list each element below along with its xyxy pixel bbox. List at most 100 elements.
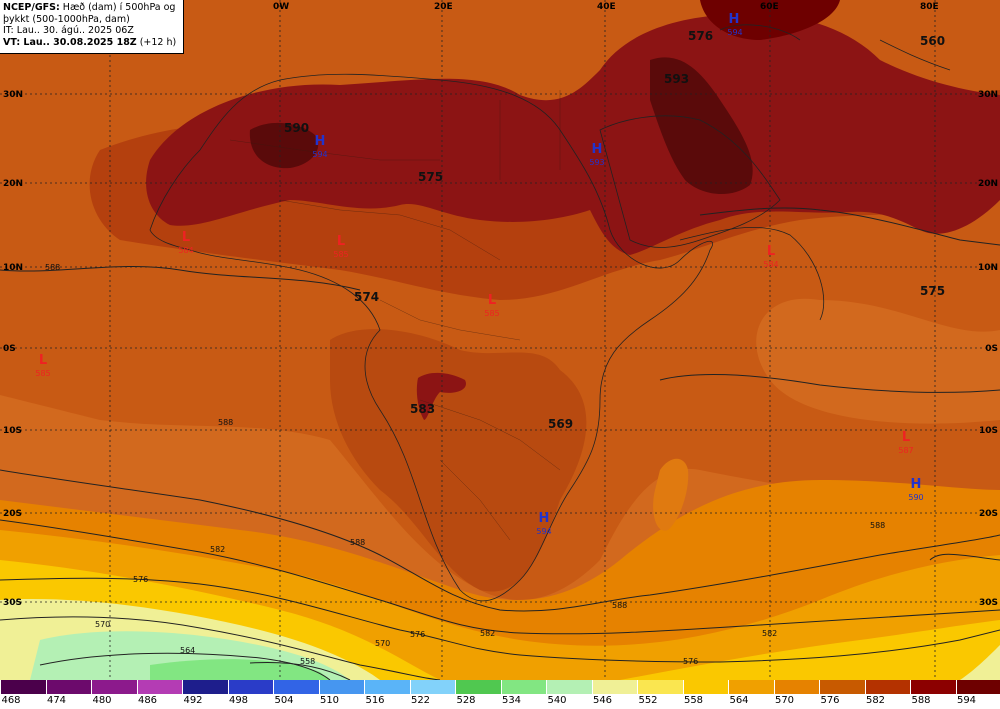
field-core-arabia (650, 57, 753, 195)
height-label: 569 (548, 417, 573, 431)
lat-label: 30N (3, 90, 23, 100)
legend-swatch (955, 680, 1000, 694)
legend-label: 504 (274, 695, 294, 706)
lon-label: 0W (273, 2, 289, 12)
contour-label: 588 (350, 538, 365, 547)
center-letter: L (337, 234, 345, 249)
lon-label: 40E (597, 2, 616, 12)
legend-swatch (591, 680, 637, 694)
center-letter: H (911, 477, 922, 492)
legend-label: 528 (456, 695, 476, 706)
lat-labels-left: 30N 20N 10N 0S 10S 20S 30S (3, 90, 23, 608)
contour-label: 576 (683, 657, 698, 666)
legend-swatch (500, 680, 546, 694)
low-center: L 585 (484, 293, 499, 318)
legend-swatch (819, 680, 865, 694)
legend-label: 534 (501, 695, 522, 706)
legend-swatch (637, 680, 683, 694)
center-letter: L (767, 244, 775, 259)
lat-label: 20N (978, 179, 998, 189)
low-center: L 585 (35, 353, 50, 378)
lat-label: 20S (3, 509, 22, 519)
height-label: 583 (410, 402, 435, 416)
low-center: L 585 (333, 234, 348, 259)
contour-label: 588 (218, 418, 233, 427)
legend-swatch (910, 680, 956, 694)
height-contours (0, 207, 1000, 680)
center-value: 584 (178, 246, 193, 255)
legend-swatch (136, 680, 182, 694)
center-letter: L (902, 430, 910, 445)
contour-label: 588 (870, 521, 885, 530)
graticule (0, 0, 1000, 680)
contour-labels: 588 582 576 570 564 558 582 576 570 588 … (45, 263, 885, 666)
height-label: 575 (920, 284, 945, 298)
legend-swatch (455, 680, 501, 694)
valid-time: VT: Lau.. 30.08.2025 18Z (3, 36, 137, 48)
height-label: 590 (284, 121, 309, 135)
center-letter: L (488, 293, 496, 308)
lon-label: 60E (760, 2, 779, 12)
contour-label: 558 (300, 657, 315, 666)
lat-label: 30S (3, 598, 22, 608)
center-value: 585 (333, 250, 348, 259)
field-core-congo (416, 372, 466, 420)
low-center: L 584 (763, 244, 778, 269)
lat-label: 10N (3, 263, 23, 273)
legend-label: 594 (956, 695, 977, 706)
high-center: H 593 (589, 142, 604, 167)
contour-label: 588 (45, 263, 60, 272)
pressure-centers: H 594 H 594 H 593 H 594 H 590 L 584 (35, 12, 923, 536)
legend-swatch (409, 680, 455, 694)
legend-swatch (227, 680, 273, 694)
legend-swatch (864, 680, 910, 694)
lat-labels-right: 30N 20N 10N 0S 10S 20S 30S (978, 90, 998, 608)
geopotential-map: 0W 20E 40E 60E 80E 30N 20N 10N 0S 10S 20… (0, 0, 1000, 680)
forecast-info-box: NCEP/GFS: Hæð (dam) í 500hPa og þykkt (5… (0, 0, 184, 54)
legend-swatch (273, 680, 319, 694)
legend-label: 516 (365, 695, 385, 706)
legend-label: 582 (865, 695, 886, 706)
high-center: H 594 (536, 511, 551, 536)
height-label: 574 (354, 290, 379, 304)
field-552-east (960, 645, 1000, 680)
initial-time: IT: Lau.. 30. ágú.. 2025 06Z (3, 25, 134, 36)
lat-label: 0S (3, 344, 16, 354)
legend-label: 492 (183, 695, 203, 706)
center-value: 594 (536, 527, 551, 536)
forecast-hour: (+12 h) (136, 36, 177, 48)
legend-label: 498 (228, 695, 249, 706)
legend-label: 570 (774, 695, 795, 706)
legend-label: 510 (319, 695, 340, 706)
field-core-sahara (249, 122, 319, 169)
legend-label: 588 (911, 695, 931, 706)
legend-swatch (0, 680, 46, 694)
legend-label: 486 (137, 695, 158, 706)
field-558-band-east (620, 620, 1000, 680)
legend-swatch (546, 680, 592, 694)
lat-label: 10N (978, 263, 998, 273)
lon-labels: 0W 20E 40E 60E 80E (273, 2, 939, 12)
height-label: 575 (418, 170, 443, 184)
lat-label: 30N (978, 90, 998, 100)
lat-label: 10S (979, 426, 998, 436)
contour-label: 570 (95, 620, 110, 629)
contour-label: 576 (410, 630, 425, 639)
center-value: 593 (589, 158, 604, 167)
legend-label: 474 (46, 695, 67, 706)
product-title: Hæð (dam) í 500hPa og (59, 2, 176, 13)
legend-label: 576 (820, 695, 840, 706)
coastlines (149, 24, 951, 602)
legend-swatch (91, 680, 137, 694)
center-value: 594 (727, 28, 742, 37)
legend-label: 468 (1, 695, 21, 706)
legend-label: 546 (592, 695, 613, 706)
legend-swatch (773, 680, 819, 694)
contour-label: 576 (133, 575, 148, 584)
center-value: 590 (908, 493, 923, 502)
contour-label: 582 (210, 545, 225, 554)
center-letter: H (729, 12, 740, 27)
model-name: NCEP/GFS: (3, 2, 60, 13)
color-legend: 468 474 480 486 492 498 504 510 516 522 528 534 540 5… (0, 680, 1000, 709)
